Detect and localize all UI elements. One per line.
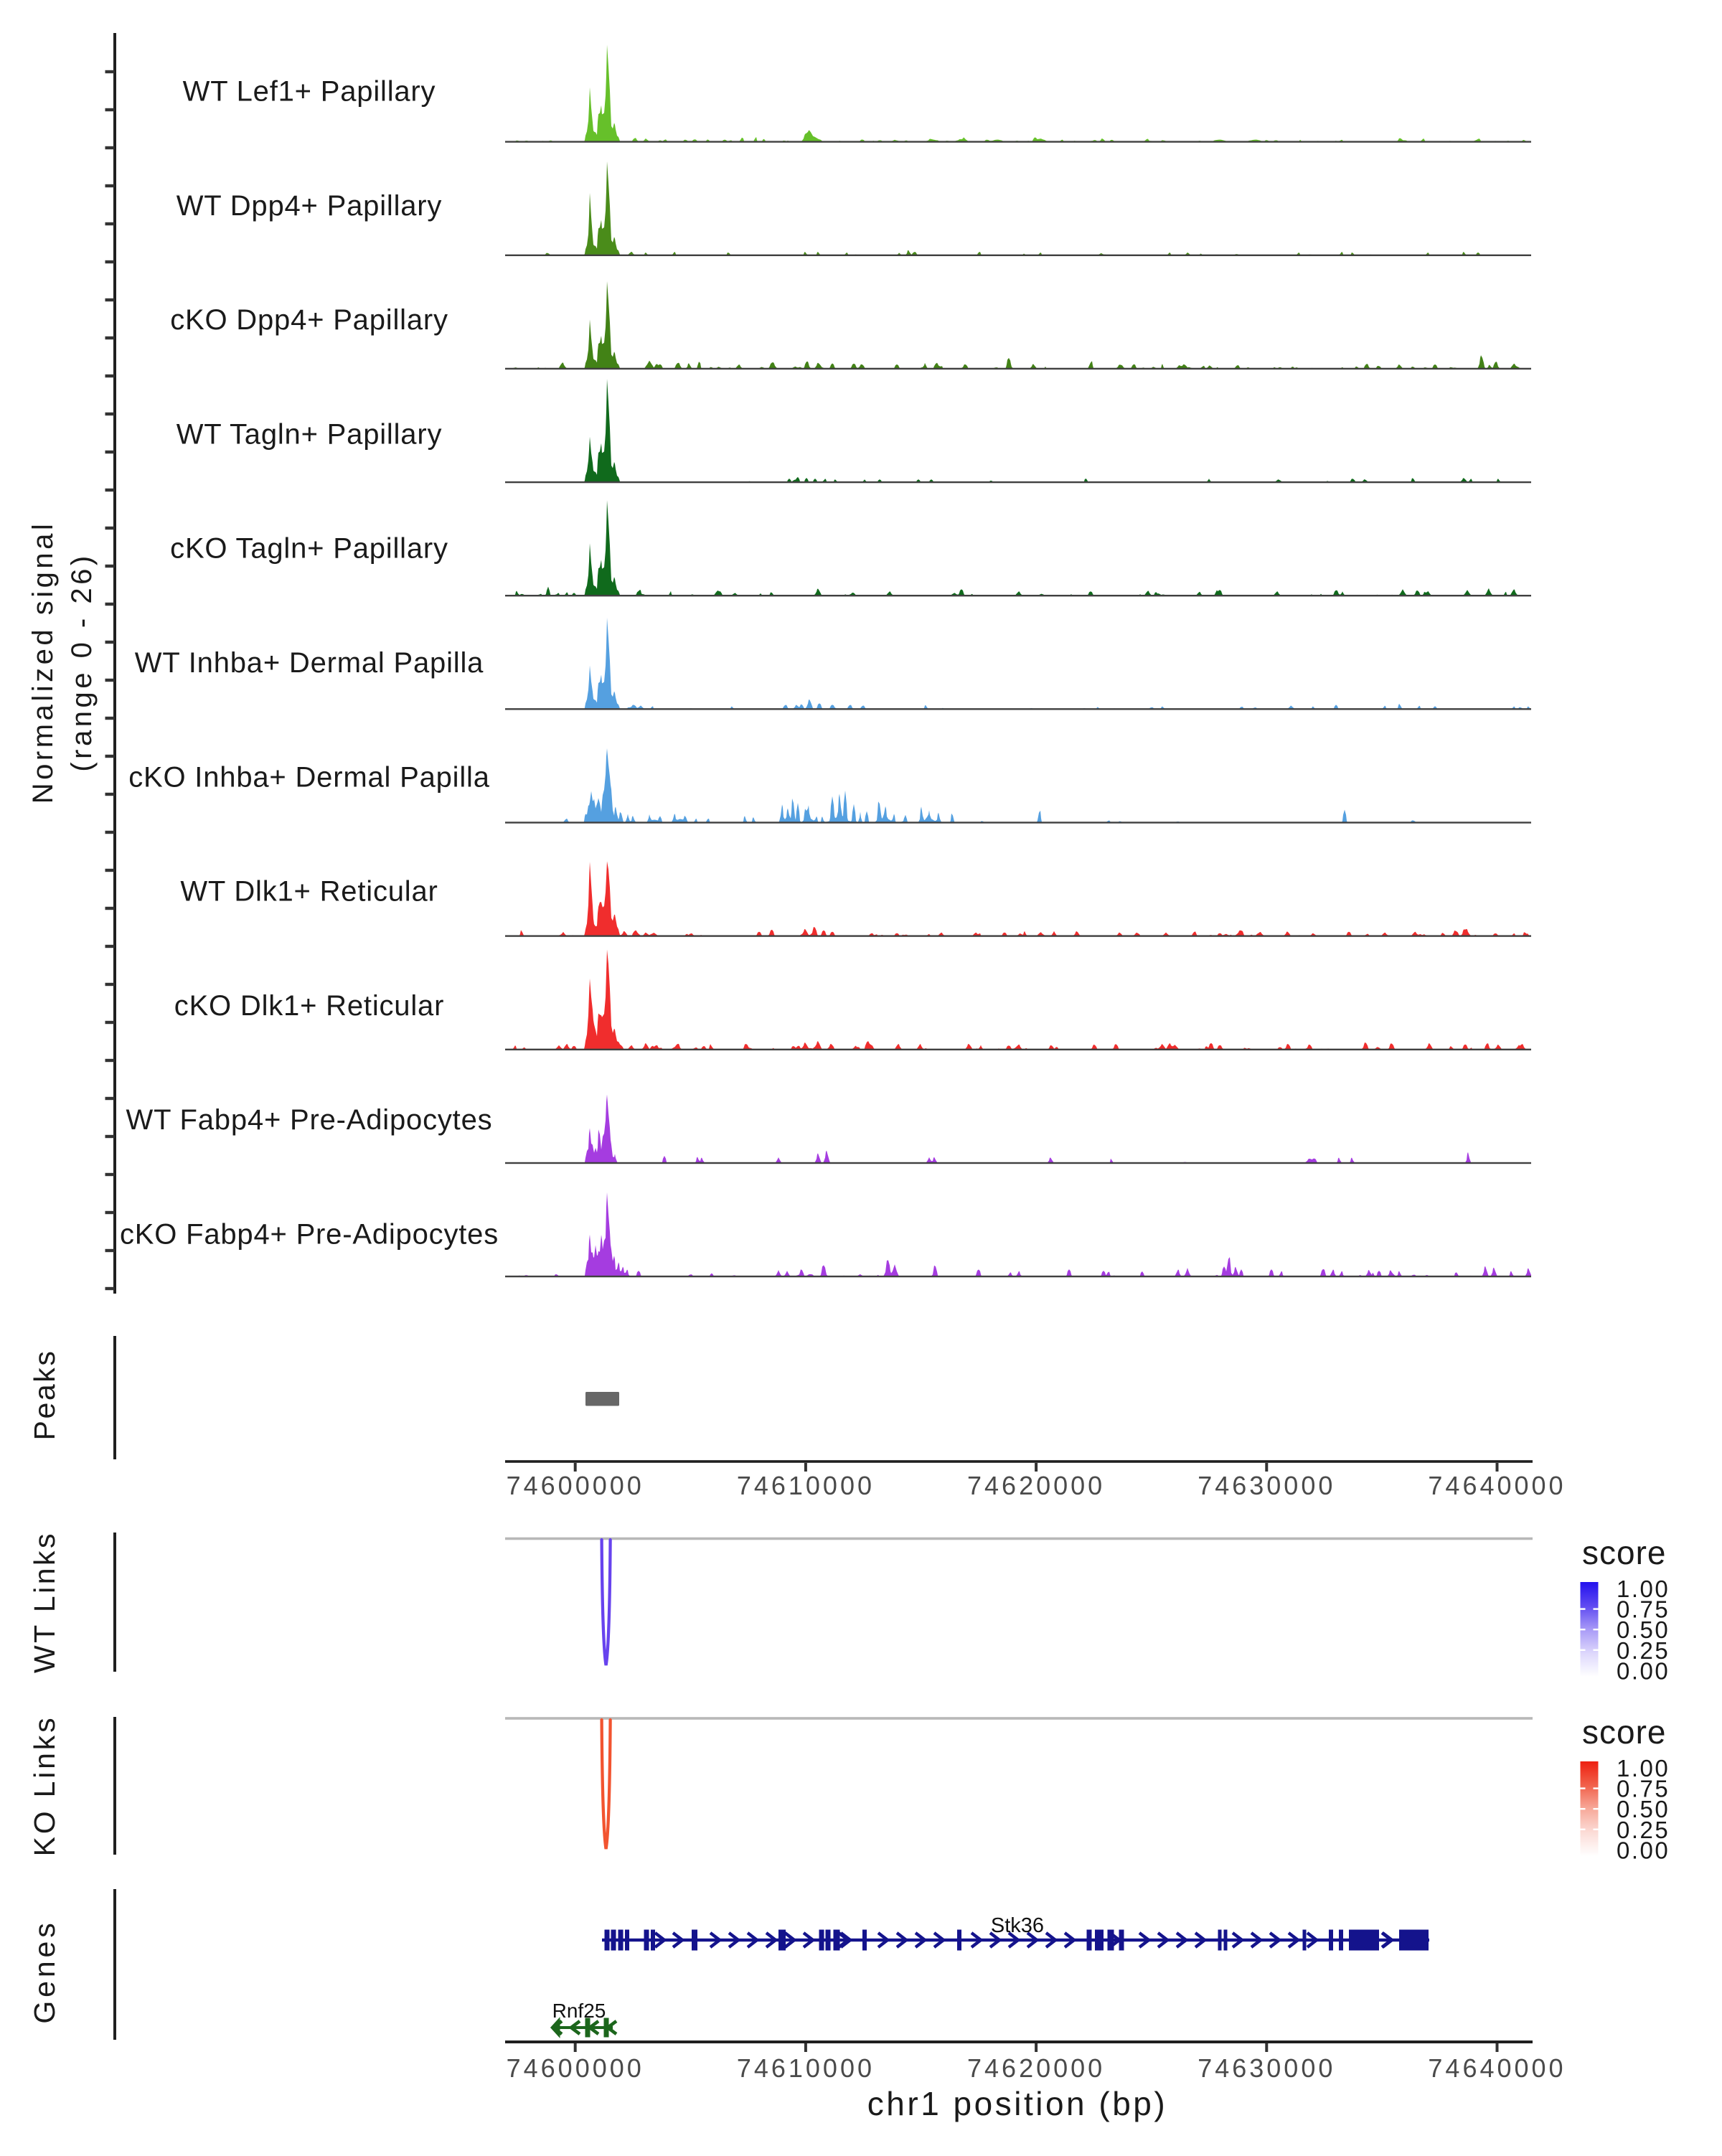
svg-text:WT Lef1+ Papillary: WT Lef1+ Papillary (183, 76, 436, 108)
svg-text:74640000: 74640000 (1428, 1471, 1566, 1500)
svg-text:74620000: 74620000 (967, 2053, 1105, 2083)
svg-text:cKO Fabp4+ Pre-Adipocytes: cKO Fabp4+ Pre-Adipocytes (120, 1219, 499, 1251)
svg-text:cKO Tagln+ Papillary: cKO Tagln+ Papillary (170, 533, 448, 565)
svg-text:chr1 position (bp): chr1 position (bp) (867, 2085, 1167, 2122)
svg-text:cKO Dpp4+ Papillary: cKO Dpp4+ Papillary (170, 304, 448, 336)
svg-text:74630000: 74630000 (1198, 2053, 1335, 2083)
svg-text:0.75: 0.75 (1617, 1596, 1670, 1623)
svg-text:74620000: 74620000 (967, 1471, 1105, 1500)
svg-text:74600000: 74600000 (507, 2053, 644, 2083)
svg-text:0.00: 0.00 (1617, 1657, 1670, 1684)
svg-text:WT Dlk1+ Reticular: WT Dlk1+ Reticular (180, 876, 438, 908)
svg-text:WT Dpp4+ Papillary: WT Dpp4+ Papillary (177, 190, 442, 222)
svg-text:74640000: 74640000 (1428, 2053, 1566, 2083)
svg-text:0.25: 0.25 (1617, 1817, 1670, 1843)
svg-text:KO Links: KO Links (28, 1715, 61, 1857)
svg-text:0.50: 0.50 (1617, 1796, 1670, 1822)
svg-text:74610000: 74610000 (737, 1471, 875, 1500)
svg-text:Rnf25: Rnf25 (552, 2000, 606, 2022)
svg-text:WT Tagln+ Papillary: WT Tagln+ Papillary (177, 418, 443, 450)
svg-text:Peaks: Peaks (28, 1350, 61, 1441)
svg-text:74630000: 74630000 (1198, 1471, 1335, 1500)
svg-text:score: score (1582, 1534, 1666, 1571)
svg-text:WT Inhba+ Dermal Papilla: WT Inhba+ Dermal Papilla (135, 647, 484, 679)
svg-text:cKO Inhba+ Dermal Papilla: cKO Inhba+ Dermal Papilla (128, 761, 490, 793)
svg-text:1.00: 1.00 (1617, 1576, 1670, 1602)
svg-text:WT Links: WT Links (28, 1531, 61, 1673)
svg-text:Normalized signal: Normalized signal (27, 521, 59, 804)
svg-text:Genes: Genes (28, 1919, 61, 2023)
svg-text:(range 0 - 26): (range 0 - 26) (66, 552, 98, 771)
svg-text:74610000: 74610000 (737, 2053, 875, 2083)
svg-text:cKO Dlk1+ Reticular: cKO Dlk1+ Reticular (174, 990, 444, 1022)
svg-text:0.75: 0.75 (1617, 1776, 1670, 1802)
svg-text:0.00: 0.00 (1617, 1837, 1670, 1863)
svg-text:score: score (1582, 1713, 1666, 1751)
svg-text:Stk36: Stk36 (991, 1914, 1044, 1937)
svg-text:0.50: 0.50 (1617, 1616, 1670, 1643)
svg-text:WT Fabp4+ Pre-Adipocytes: WT Fabp4+ Pre-Adipocytes (126, 1104, 493, 1136)
svg-text:1.00: 1.00 (1617, 1755, 1670, 1781)
svg-text:0.25: 0.25 (1617, 1637, 1670, 1664)
svg-text:74600000: 74600000 (507, 1471, 644, 1500)
